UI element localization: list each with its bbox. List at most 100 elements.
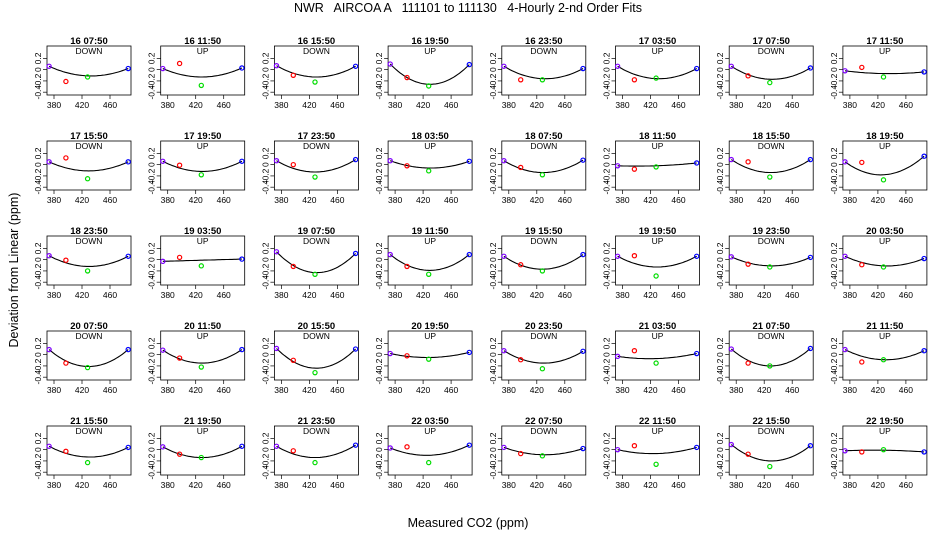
panel-direction: UP [424,141,436,151]
x-tick-label: 420 [871,290,885,300]
data-point [631,253,638,259]
panel-title: 20 11:50 [184,321,221,332]
data-point [273,443,280,449]
plot-frame [615,235,700,286]
x-tick-label: 460 [785,480,799,490]
data-point [387,61,393,67]
data-point [466,349,472,356]
y-tick-label: 0 [488,257,498,262]
y-tick-label: 0 [147,67,157,72]
data-point [501,348,507,354]
data-point [160,347,166,353]
data-point [239,256,245,262]
y-tick-label: -0.2 [33,263,43,278]
x-tick-label: 380 [274,290,288,300]
y-tick-label: 0 [602,352,612,357]
x-tick-label: 380 [843,385,857,395]
data-point [352,346,359,352]
data-point [352,442,359,448]
y-tick-label: -0.2 [147,453,157,468]
y-tick-label: 0 [715,352,725,357]
y-tick-label: -0.2 [715,263,725,278]
data-point [198,364,204,370]
x-tick-label: 380 [502,385,516,395]
x-tick-label: 460 [558,100,572,110]
x-tick-label: 420 [302,385,316,395]
data-point [614,63,621,69]
y-tick-label: 0.2 [33,52,43,64]
data-point [176,355,183,361]
panel-title: 22 03:50 [411,416,449,427]
y-tick-label: 0 [602,447,612,452]
data-point [807,254,814,261]
plot-frame [728,235,814,286]
data-point [239,443,245,449]
y-tick-label: -0.4 [147,370,157,385]
data-point [290,161,296,168]
data-point [404,263,410,270]
data-point [842,159,848,165]
data-point [694,444,700,451]
x-tick-label: 420 [643,480,657,490]
data-point [518,77,524,83]
y-tick-label: -0.2 [260,73,270,88]
panel-title: 17 03:50 [639,36,677,47]
data-point [807,443,814,449]
data-point [84,176,91,182]
panel-direction: DOWN [303,426,330,436]
x-tick-label: 460 [785,100,799,110]
panel-direction: DOWN [530,426,557,436]
y-tick-label: -0.4 [260,275,270,290]
x-tick-label: 380 [47,195,61,205]
y-tick-label: 0 [488,447,498,452]
data-point [426,83,432,89]
x-tick-label: 420 [643,195,657,205]
x-tick-label: 460 [899,385,913,395]
data-point [694,253,700,259]
y-tick-label: 0.2 [715,147,725,159]
y-tick-label: 0.2 [715,242,725,254]
x-tick-label: 380 [274,100,288,110]
panel-direction: DOWN [76,236,103,246]
y-tick-label: -0.2 [260,263,270,278]
plot-frame [160,45,246,96]
fit-curve [503,65,584,80]
data-point [921,449,927,455]
x-tick-label: 380 [729,195,743,205]
fit-curve [503,254,584,270]
x-tick-label: 380 [729,290,743,300]
data-point [312,271,318,277]
data-point [539,172,546,178]
y-tick-label: 0.2 [374,147,384,159]
x-tick-label: 420 [643,385,657,395]
x-tick-label: 380 [161,385,175,395]
y-tick-label: 0 [374,162,384,167]
data-point [176,60,183,67]
panel-direction: UP [197,331,209,341]
y-tick-label: -0.4 [488,180,498,195]
x-tick-label: 380 [274,480,288,490]
y-tick-label: 0 [33,162,43,167]
x-tick-label: 420 [416,290,430,300]
x-tick-label: 460 [899,100,913,110]
plot-frame [160,330,246,381]
panel-title: 20 07:50 [70,321,108,332]
data-point [880,357,887,363]
panel-direction: UP [652,331,664,341]
data-point [842,68,848,74]
data-point [426,459,432,466]
y-tick-label: -0.2 [374,263,384,278]
x-tick-label: 460 [444,195,458,205]
panel-title: 18 19:50 [866,131,904,142]
fit-curve [162,160,243,172]
fit-curve [276,65,356,78]
fit-curve [731,65,811,80]
y-tick-label: -0.2 [829,73,839,88]
data-point [125,159,131,165]
